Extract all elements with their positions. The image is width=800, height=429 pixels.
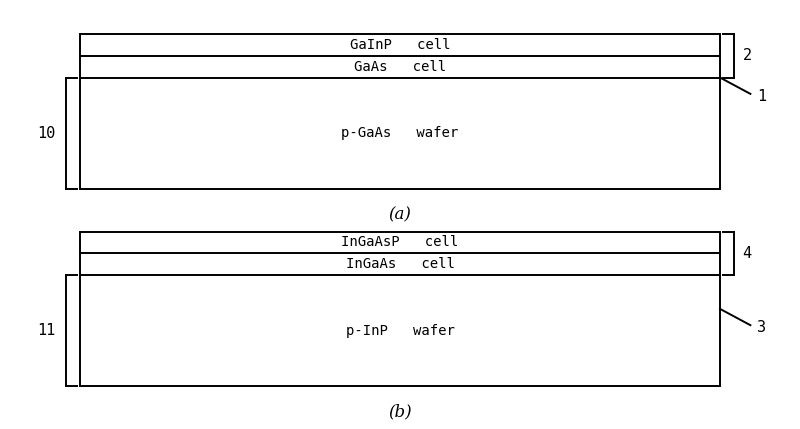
Bar bbox=[80, 232, 720, 386]
Text: (b): (b) bbox=[388, 403, 412, 420]
Text: p-GaAs   wafer: p-GaAs wafer bbox=[342, 126, 458, 140]
Text: 3: 3 bbox=[757, 320, 766, 335]
Text: InGaAs   cell: InGaAs cell bbox=[346, 257, 454, 271]
Text: 1: 1 bbox=[757, 88, 766, 103]
Text: InGaAsP   cell: InGaAsP cell bbox=[342, 236, 458, 250]
Text: p-InP   wafer: p-InP wafer bbox=[346, 323, 454, 338]
Text: 11: 11 bbox=[37, 323, 55, 338]
Text: 4: 4 bbox=[742, 246, 751, 261]
Text: 2: 2 bbox=[742, 48, 751, 63]
Text: GaAs   cell: GaAs cell bbox=[354, 60, 446, 74]
Bar bbox=[80, 34, 720, 189]
Text: 10: 10 bbox=[37, 126, 55, 141]
Text: (a): (a) bbox=[389, 206, 411, 223]
Text: GaInP   cell: GaInP cell bbox=[350, 38, 450, 52]
